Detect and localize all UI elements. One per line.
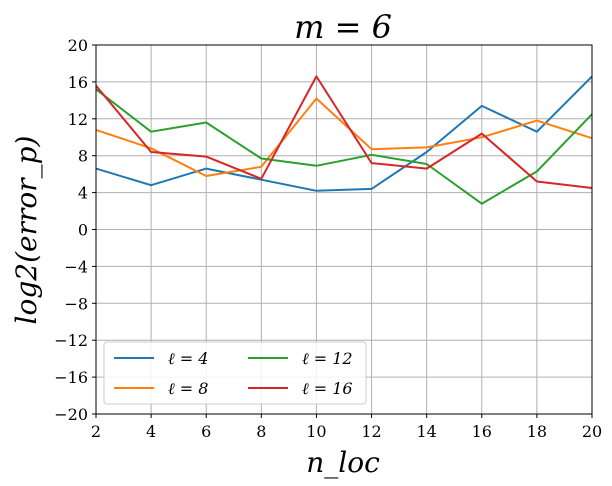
series-layer (95, 75, 593, 205)
legend: ℓ = 4 ℓ = 8 ℓ = 12 ℓ = 16 (103, 341, 367, 405)
series-line (95, 75, 593, 192)
y-tick-label: −4 (64, 257, 88, 276)
y-tick-label: 8 (78, 147, 88, 166)
x-tick-label: 2 (91, 422, 101, 441)
chart-title: m = 6 (294, 8, 392, 46)
legend-label: ℓ = 12 (302, 349, 353, 368)
x-tick-label: 14 (416, 422, 436, 441)
y-tick-labels: −20 −16 −12 −8 −4 0 4 8 12 16 20 (54, 36, 88, 424)
y-tick-label: −20 (54, 405, 88, 424)
x-tick-label: 8 (256, 422, 266, 441)
y-tick-label: 0 (78, 221, 88, 240)
x-tick-label: 16 (472, 422, 492, 441)
legend-label: ℓ = 8 (168, 379, 208, 398)
x-tick-label: 20 (582, 422, 602, 441)
y-tick-label: −16 (54, 368, 88, 387)
x-tick-label: 12 (361, 422, 381, 441)
x-tick-label: 4 (146, 422, 156, 441)
y-tick-label: −8 (64, 294, 88, 313)
series-line (95, 75, 593, 189)
legend-box (103, 341, 367, 405)
x-tick-label: 10 (306, 422, 326, 441)
x-tick-label: 6 (201, 422, 211, 441)
x-axis-label: n_loc (306, 446, 380, 479)
y-tick-label: 16 (68, 73, 88, 92)
y-tick-label: 20 (68, 36, 88, 55)
y-axis-label: log2(error_p) (10, 136, 43, 325)
ticks (92, 44, 593, 418)
legend-label: ℓ = 16 (302, 379, 353, 398)
x-tick-label: 18 (527, 422, 547, 441)
series-line (95, 88, 593, 205)
y-tick-label: 12 (68, 110, 88, 129)
x-tick-labels: 2 4 6 8 10 12 14 16 18 20 (91, 422, 602, 441)
series-line (95, 97, 593, 177)
legend-label: ℓ = 4 (168, 349, 208, 368)
y-tick-label: −12 (54, 331, 88, 350)
y-tick-label: 4 (78, 184, 88, 203)
